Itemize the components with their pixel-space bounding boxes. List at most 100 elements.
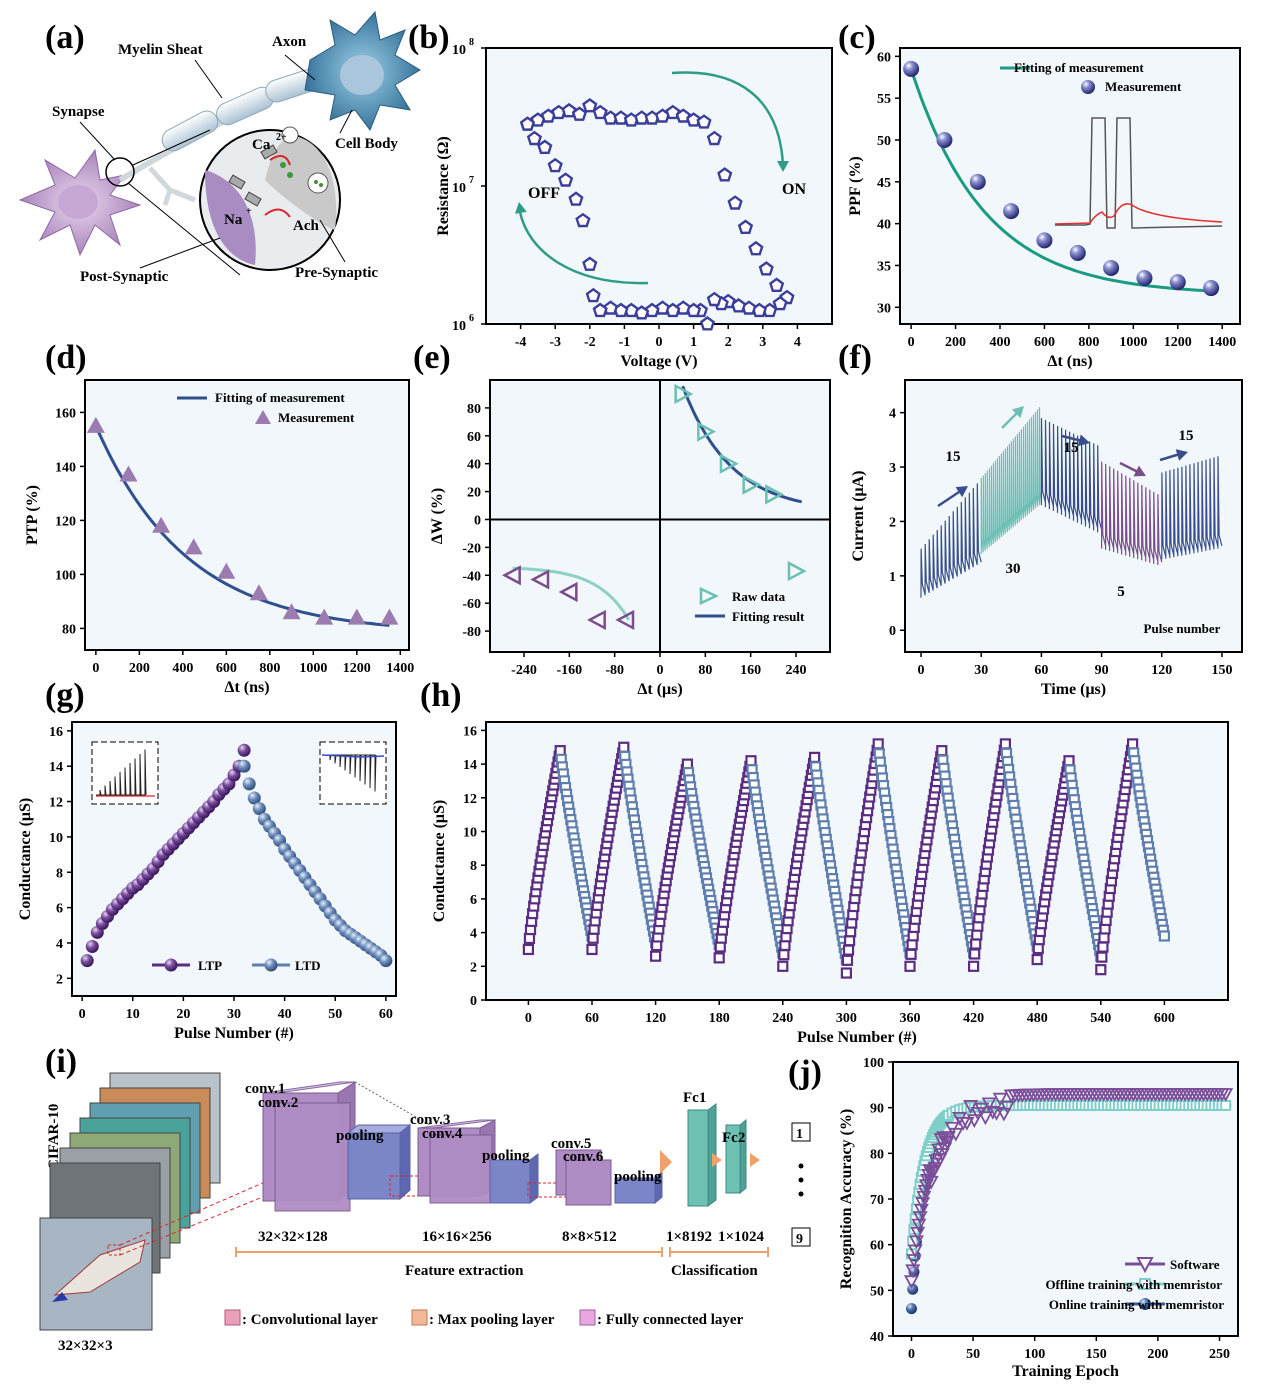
data-point [940,1131,956,1146]
label-cell-body: Cell Body [335,136,398,152]
data-point [843,935,856,947]
stage-classification: Classification [671,1263,758,1279]
legend-marker [1081,80,1095,94]
data-point [237,743,251,757]
legend-marker [264,958,278,972]
x-tick-label: 180 [709,1011,730,1026]
annotation-off: OFF [528,185,560,202]
data-point [561,102,577,118]
data-point [152,516,171,533]
layer-fc1: Fc1 [683,1090,706,1106]
fit-line [909,68,1212,293]
legend-label: Fitting result [732,609,805,624]
y-tick-label: 10 [49,831,63,846]
label-post-synaptic: Post-Synaptic [80,269,169,285]
annotation-on: ON [782,181,806,198]
x-tick-label: 30 [227,1007,241,1022]
layer-conv6: conv.6 [563,1149,604,1165]
data-point [977,1111,993,1126]
x-tick-label: 20 [176,1007,190,1022]
panel-label-d: (d) [45,339,87,376]
data-point [674,383,694,405]
data-point [282,603,301,620]
y-axis-label: Current (μA) [850,471,867,562]
x-tick-label: 60 [379,1007,393,1022]
data-point [184,538,203,555]
data-point [347,608,366,625]
x-tick-label: 0 [657,663,664,678]
data-point [217,562,236,579]
data-point [665,104,681,120]
y-tick-label: 70 [870,1193,884,1208]
cell-body [304,10,421,132]
layer-fc2: Fc2 [722,1130,745,1146]
plot-frame-d [84,379,410,651]
x-tick-label: 60 [585,1011,599,1026]
data-point [558,581,578,603]
data-point [713,952,725,964]
y-tick-label: 40 [877,218,891,233]
data-point [903,60,920,77]
data-point [697,421,716,442]
layer-conv5: conv.5 [551,1136,591,1152]
legend-label: Online training with memristor [1049,1297,1224,1312]
x-tick-label: 240 [772,1011,793,1026]
y-tick-label: 2 [56,972,63,987]
x-tick-label: 600 [1154,1011,1175,1026]
y-tick-label: -40 [462,569,481,584]
legend-marker [1139,1298,1151,1310]
label-ca: Ca [252,137,271,153]
size-16x16x256: 16×16×256 [422,1229,492,1245]
data-point [913,1203,929,1218]
legend-marker [164,958,178,972]
x-tick-label: 10 [126,1007,140,1022]
data-point [685,112,702,127]
x-tick-label: 0 [525,1011,532,1026]
plot-frame-b [485,47,833,325]
plot-area-g: 0 10 20 30 40 50 60 2 4 6 8 10 12 14 16 Pulse Number (#… [17,725,393,1042]
arrow-on [671,71,785,167]
y-tick-label: 6 [56,902,63,917]
panel-label-c: (c) [838,19,876,56]
input-size-label: 32×32×3 [58,1338,113,1354]
y-tick-label: -80 [462,625,481,640]
data-point [769,277,785,292]
y-tick-label: 10 [452,181,466,196]
axon [118,67,332,206]
data-point [719,453,739,474]
y-tick-label: 4 [889,407,896,422]
data-point [1003,203,1020,220]
panel-g: (g) 0 10 20 30 40 50 60 2 4 6 8 10 12 14 16 Pulse Numbe… [17,677,397,1042]
plot-area-f: 0 30 60 90 120 150 0 1 2 3 4 Time (μs) Current (μA) 1… [850,406,1232,698]
y-tick-label: 160 [55,406,76,421]
trend-arrow [1119,461,1139,474]
y-tick-label: 2 [889,515,896,530]
legend-swatch-pool [411,1309,428,1326]
data-point [906,939,918,951]
trend-arrow [1001,411,1019,429]
data-point [916,1190,932,1205]
x-tick-label: 300 [836,1011,857,1026]
panel-h: (h) 0 60 120 180 240 300 360 420 480 540 600 0 2 4 6 8 1… [420,677,1229,1046]
data-point [1136,270,1153,286]
x-tick-label: 480 [1027,1011,1048,1026]
x-tick-label: 1400 [386,661,414,676]
x-tick-label: 200 [1147,1347,1168,1362]
annotation-5: 5 [1117,584,1125,600]
x-tick-label: -4 [515,335,527,350]
data-point [587,609,606,631]
x-axis-label: Time (μs) [1041,681,1106,698]
panel-label-i: (i) [45,1043,77,1080]
data-point [86,416,105,433]
data-point [727,195,743,210]
data-point [575,212,591,228]
layer-conv2: conv.2 [258,1095,298,1111]
data-point [936,745,948,757]
data-point [714,941,726,953]
y-tick-label: 4 [56,937,63,952]
annotation-15: 15 [1179,428,1194,444]
label-axon: Axon [272,34,307,50]
x-axis-label: Δt (ns) [1047,353,1092,370]
data-point [966,1114,982,1129]
